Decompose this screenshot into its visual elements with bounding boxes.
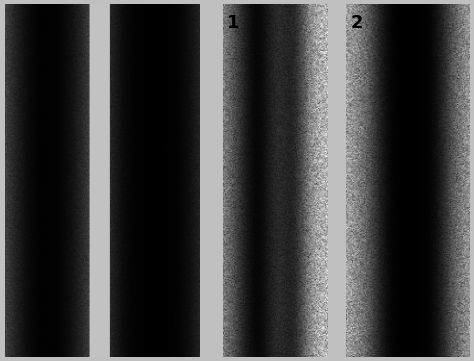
Text: 1: 1 bbox=[227, 14, 239, 32]
Text: 2: 2 bbox=[351, 14, 364, 32]
